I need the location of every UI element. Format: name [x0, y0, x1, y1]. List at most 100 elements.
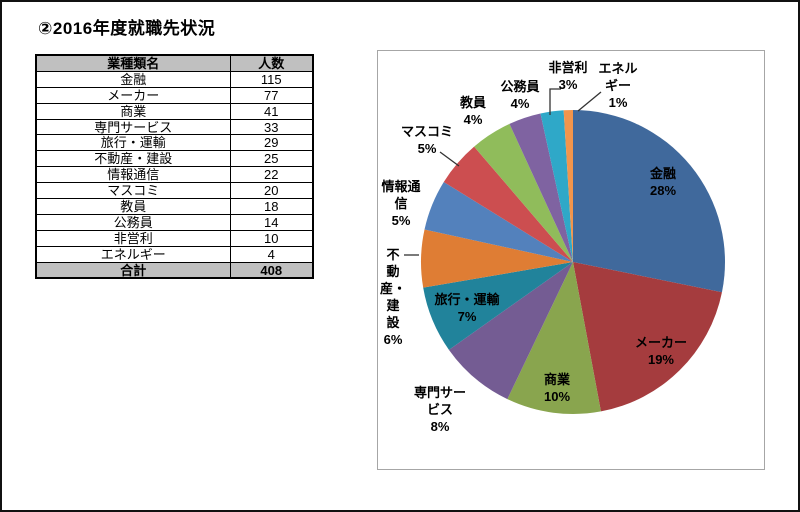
table-cell: 22 [229, 166, 314, 184]
pie-slice-9 [474, 123, 573, 262]
table-cell: 非営利 [35, 229, 231, 247]
pie-label-line: 設 [386, 315, 400, 330]
table-cell: 旅行・運輸 [35, 134, 231, 152]
table-cell: 商業 [35, 102, 231, 120]
pie-label-line: 商業 [543, 372, 570, 387]
pie-label-line: 信 [394, 196, 408, 211]
pie-label-5: 旅行・運輸 7% [434, 291, 499, 325]
pie-label-4: 専門サービス 8% [414, 384, 466, 435]
pie-label-line: 4% [510, 96, 530, 111]
table-cell: 10 [229, 229, 314, 247]
table-cell: 14 [229, 213, 314, 231]
table-cell: 25 [229, 150, 314, 168]
table-cell: 33 [229, 118, 314, 136]
pie-label-line: エネル [598, 61, 638, 76]
table-cell: 115 [229, 70, 314, 88]
pie-label-line: 8% [430, 419, 450, 434]
table-cell: 408 [229, 261, 314, 279]
pie-label-line: 1% [608, 95, 628, 110]
pie-slice-5 [423, 262, 573, 350]
table-cell: 情報通信 [35, 166, 231, 184]
table-row: 金融 115 [35, 70, 314, 88]
pie-label-line: ビス [426, 402, 454, 417]
pie-label-line: 3% [558, 77, 578, 92]
pie-label-line: 5% [391, 213, 411, 228]
pie-label-line: 不 [386, 247, 400, 262]
table-cell: 不動産・建設 [35, 150, 231, 168]
table-row: メーカー 77 [35, 86, 314, 104]
pie-label-line: 専門サー [413, 385, 467, 400]
table-row: 情報通信 22 [35, 166, 314, 184]
pie-label-9: 教員 4% [460, 94, 486, 128]
pie-label-line: メーカー [634, 335, 688, 350]
pie-label-10: 公務員 4% [500, 78, 539, 112]
table-row: マスコミ 20 [35, 182, 314, 200]
pie-label-line: 教員 [459, 95, 487, 110]
pie-slice-2 [573, 262, 722, 412]
page-title: ②2016年度就職先状況 [38, 19, 216, 38]
table-cell: メーカー [35, 86, 231, 104]
table-row: 非営利 10 [35, 229, 314, 247]
pie-label-line: 4% [463, 112, 483, 127]
pie-label-line: 金融 [649, 166, 676, 181]
table-cell: 41 [229, 102, 314, 120]
pie-slice-3 [507, 262, 601, 414]
industry-count-table: 業種類名 人数 金融 115 メーカー 77 商業 41 専門サービス 33 旅行・運輸 29 不動産・… [35, 54, 314, 280]
pie-label-12: エネルギー 1% [598, 60, 637, 111]
table-row: 不動産・建設 25 [35, 150, 314, 168]
pie-label-line: 7% [457, 309, 477, 324]
label-leader-line [549, 88, 561, 115]
label-leader-line [439, 151, 460, 167]
pie-label-line: 建 [386, 298, 400, 313]
table-row: 専門サービス 33 [35, 118, 314, 136]
pie-slice-11 [540, 110, 573, 262]
pie-slice-1 [573, 110, 725, 293]
table-cell: 専門サービス [35, 118, 231, 136]
table-row: 教員 18 [35, 198, 314, 215]
pie-chart [404, 88, 725, 414]
pie-label-line: 情報通 [381, 179, 421, 194]
table-total-row: 合計 408 [35, 261, 314, 279]
pie-label-line: 19% [647, 352, 675, 367]
table-cell: エネルギー [35, 245, 231, 263]
table-cell: 20 [229, 182, 314, 200]
pie-label-line: 公務員 [500, 79, 540, 94]
pie-chart-frame: 金融 28% メーカー 19% 商業 10% 専門サービス 8% 旅行・運輸 7% 不動産・建設 6%… [377, 50, 765, 470]
pie-label-3: 商業 10% [544, 371, 570, 405]
pie-label-line: 非営利 [548, 60, 588, 75]
pie-label-line: 動 [386, 264, 400, 279]
pie-label-line: 5% [417, 141, 437, 156]
table-cell: マスコミ [35, 182, 231, 200]
pie-label-line: ギー [604, 78, 632, 93]
pie-slice-6 [421, 229, 573, 288]
table-cell: 人数 [229, 54, 314, 72]
label-leader-line [577, 91, 602, 112]
pie-label-6: 不動産・建設 6% [380, 246, 406, 348]
pie-label-line: 旅行・運輸 [434, 292, 500, 307]
pie-slice-7 [424, 181, 573, 262]
pie-label-line: 産・ [379, 281, 407, 296]
table-cell: 合計 [35, 261, 231, 279]
pie-label-line: 10% [543, 389, 571, 404]
pie-label-line: マスコミ [400, 124, 454, 139]
pie-label-line: 6% [383, 332, 403, 347]
table-cell: 公務員 [35, 213, 231, 231]
pie-label-1: 金融 28% [650, 165, 676, 199]
pie-slice-10 [509, 113, 573, 262]
pie-slice-4 [448, 262, 573, 400]
pie-slice-8 [443, 146, 573, 262]
table-header-row: 業種類名 人数 [35, 54, 314, 72]
table-cell: 29 [229, 134, 314, 152]
table-row: 旅行・運輸 29 [35, 134, 314, 152]
table-row: 商業 41 [35, 102, 314, 120]
table-row: 公務員 14 [35, 213, 314, 231]
table-row: エネルギー 4 [35, 245, 314, 263]
table-cell: 4 [229, 245, 314, 263]
pie-label-8: マスコミ 5% [401, 123, 453, 157]
pie-slice-12 [563, 110, 573, 262]
table-cell: 教員 [35, 198, 231, 215]
table-cell: 18 [229, 198, 314, 215]
pie-label-11: 非営利 3% [548, 59, 587, 93]
table-cell: 77 [229, 86, 314, 104]
